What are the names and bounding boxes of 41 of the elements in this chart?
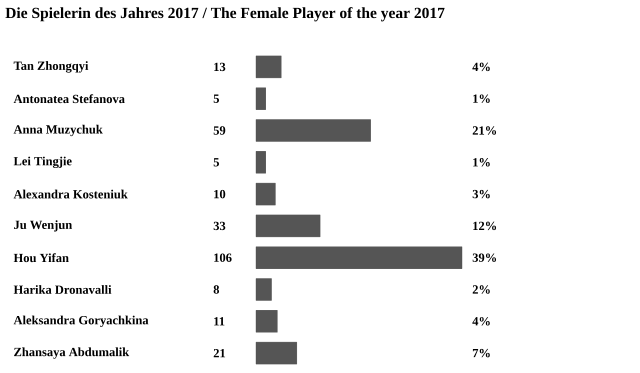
y-tick-label: Harika Dronavalli — [14, 285, 112, 294]
text: 2% — [472, 285, 490, 294]
bar — [256, 246, 462, 269]
y-tick-label: Lei Tingjie — [14, 156, 72, 168]
text: 7% — [472, 348, 490, 358]
data-label: 5 — [214, 158, 219, 166]
y-tick-label: Zhansaya Abdumalik — [14, 347, 130, 359]
bar — [256, 214, 320, 238]
text: 21% — [472, 126, 496, 135]
y-tick-label: Ju Wenjun — [14, 220, 72, 232]
bar — [256, 56, 282, 78]
text: 1% — [473, 158, 490, 167]
bar — [256, 310, 278, 333]
text: 39% — [472, 253, 496, 262]
y-tick-label: Tan Zhongqyi — [14, 61, 88, 73]
data-label: 10 — [214, 190, 226, 198]
chart-title: Die Spielerin des Jahres 2017 / The Female Player of the year 2017 — [5, 7, 445, 22]
data-label: 21 — [214, 348, 226, 358]
y-tick-label: Hou Yifan — [14, 253, 69, 262]
data-label: 11 — [214, 317, 224, 326]
y-tick-label: Alexandra Kosteniuk — [14, 190, 128, 199]
bar — [256, 278, 272, 301]
bar — [256, 119, 371, 142]
y-tick-label: Aleksandra Goryachkina — [14, 316, 148, 327]
y-tick-label: Antonatea Stefanova — [14, 94, 125, 104]
text: 12% — [473, 222, 496, 230]
data-label: 8 — [214, 285, 220, 294]
bar — [256, 87, 266, 110]
y-tick-label: Anna Muzychuk — [14, 124, 103, 136]
text: 4% — [472, 62, 490, 72]
text: 3% — [472, 190, 490, 198]
text: 1% — [473, 94, 490, 103]
bar — [256, 151, 266, 174]
bar — [256, 342, 298, 364]
data-label: 106 — [214, 253, 232, 262]
data-label: 59 — [214, 126, 226, 135]
data-label: 33 — [214, 222, 226, 230]
text: 4% — [472, 317, 490, 326]
data-label: 5 — [214, 94, 219, 103]
bar — [256, 182, 276, 206]
data-label: 13 — [214, 62, 226, 72]
